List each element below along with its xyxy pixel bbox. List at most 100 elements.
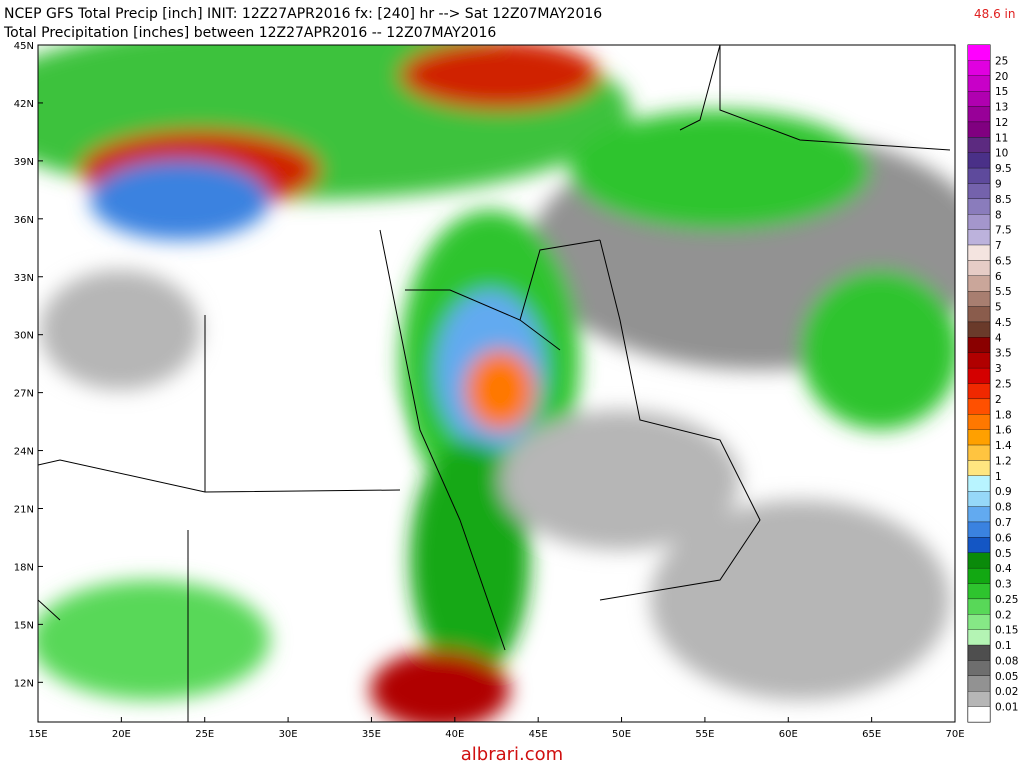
lat-label: 30N (14, 331, 34, 342)
colorbar-label: 1 (995, 471, 1002, 483)
colorbar-swatch (967, 198, 991, 215)
colorbar-swatch (967, 214, 991, 230)
colorbar-label: 4 (995, 332, 1002, 344)
lon-label: 55E (695, 729, 714, 740)
map-frame (37, 44, 956, 723)
colorbar-swatch (967, 675, 991, 692)
colorbar-swatch (967, 121, 991, 138)
lon-label: 45E (529, 729, 548, 740)
colorbar-label: 0.9 (995, 486, 1012, 498)
colorbar-swatch (967, 306, 991, 323)
colorbar-swatch (967, 75, 991, 92)
lat-label: 39N (14, 157, 34, 168)
colorbar-label: 25 (995, 55, 1008, 67)
colorbar-label: 0.8 (995, 502, 1012, 514)
colorbar-label: 11 (995, 132, 1008, 144)
colorbar-label: 4.5 (995, 317, 1012, 329)
lat-label: 24N (14, 447, 34, 458)
colorbar-label: 3 (995, 363, 1002, 375)
colorbar-swatch (967, 106, 991, 123)
colorbar-swatch (967, 167, 991, 184)
colorbar-label: 5.5 (995, 286, 1012, 298)
colorbar-swatch (967, 398, 991, 415)
colorbar-swatch (967, 583, 991, 600)
colorbar-label: 2 (995, 394, 1002, 406)
colorbar-swatch (967, 244, 991, 261)
lon-label: 25E (195, 729, 214, 740)
colorbar-label: 1.8 (995, 409, 1012, 421)
colorbar-swatch (967, 537, 991, 553)
colorbar-cap (968, 45, 990, 61)
colorbar-label: 0.02 (995, 686, 1018, 698)
lat-label: 12N (14, 678, 34, 689)
colorbar-label: 9.5 (995, 163, 1012, 175)
colorbar-swatch (967, 691, 991, 707)
colorbar-label: 0.15 (995, 625, 1018, 637)
colorbar-swatch (967, 598, 991, 615)
colorbar-swatch (967, 429, 991, 446)
colorbar-label: 1.6 (995, 425, 1012, 437)
colorbar-label: 1.2 (995, 455, 1012, 467)
colorbar-label: 7 (995, 240, 1002, 252)
colorbar-label: 10 (995, 148, 1008, 160)
lat-label: 33N (14, 273, 34, 284)
colorbar-label: 2.5 (995, 379, 1012, 391)
colorbar-swatch (967, 491, 991, 507)
lon-label: 20E (112, 729, 131, 740)
lat-label: 21N (14, 505, 34, 516)
colorbar-swatch (967, 183, 991, 200)
lon-label: 50E (612, 729, 631, 740)
colorbar-label: 1.4 (995, 440, 1012, 452)
colorbar-swatch (967, 660, 991, 676)
colorbar-swatch (967, 337, 991, 353)
colorbar-label: 0.25 (995, 594, 1018, 606)
lon-label: 60E (779, 729, 798, 740)
colorbar-swatch (967, 521, 991, 538)
colorbar-swatch (967, 614, 991, 630)
precip-field (38, 45, 955, 722)
colorbar-label: 20 (995, 71, 1008, 83)
lat-label: 15N (14, 620, 34, 631)
colorbar-label: 7.5 (995, 225, 1012, 237)
colorbar-swatch (967, 414, 991, 430)
colorbar-label: 0.6 (995, 532, 1012, 544)
colorbar-label: 0.08 (995, 655, 1018, 667)
colorbar-swatch (967, 137, 991, 153)
max-value: 48.6 in (974, 7, 1015, 21)
colorbar-label: 3.5 (995, 348, 1012, 360)
colorbar-swatch (967, 444, 991, 461)
colorbar-label: 9 (995, 178, 1002, 190)
colorbar-swatch (967, 291, 991, 307)
colorbar-swatch (967, 321, 991, 338)
lat-label: 36N (14, 215, 34, 226)
subtitle: Total Precipitation [inches] between 12Z… (3, 25, 496, 41)
colorbar-label: 15 (995, 86, 1008, 98)
lon-label: 70E (945, 729, 964, 740)
colorbar-label: 0.7 (995, 517, 1012, 529)
lat-label: 42N (14, 99, 34, 110)
colorbar-label: 6 (995, 271, 1002, 283)
colorbar-swatch (967, 367, 991, 384)
lon-label: 35E (362, 729, 381, 740)
lon-label: 40E (445, 729, 464, 740)
colorbar-label: 6.5 (995, 255, 1012, 267)
colorbar-swatch (967, 91, 991, 107)
colorbar-swatch (967, 552, 991, 569)
colorbar-label: 5 (995, 302, 1002, 314)
colorbar-label: 0.01 (995, 702, 1018, 714)
lon-label: 65E (862, 729, 881, 740)
colorbar-swatch (967, 260, 991, 276)
colorbar-label: 0.4 (995, 563, 1012, 575)
watermark: albrari.com (461, 744, 563, 765)
colorbar-swatch (967, 475, 991, 492)
colorbar-label: 0.05 (995, 671, 1018, 683)
title: NCEP GFS Total Precip [inch] INIT: 12Z27… (4, 6, 602, 22)
colorbar-swatch (967, 629, 991, 646)
colorbar-swatch (967, 60, 991, 76)
colorbar-swatch (967, 706, 991, 723)
colorbar-swatch (967, 644, 991, 661)
colorbar-label: 0.5 (995, 548, 1012, 560)
colorbar-label: 8.5 (995, 194, 1012, 206)
lon-label: 15E (28, 729, 47, 740)
